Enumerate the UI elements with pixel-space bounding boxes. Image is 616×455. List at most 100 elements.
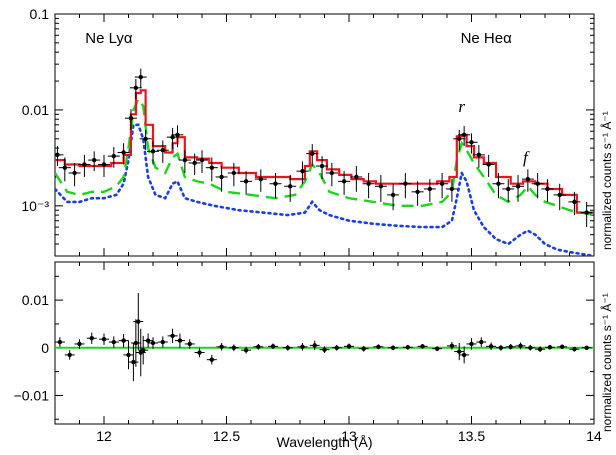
residual-point xyxy=(498,345,504,350)
residual-point xyxy=(57,339,63,345)
residual-point xyxy=(187,341,192,347)
y-tick-label: 10⁻³ xyxy=(21,198,49,214)
data-point xyxy=(62,165,67,170)
residual-point xyxy=(405,345,410,350)
residual-point xyxy=(322,347,327,352)
residual-point xyxy=(141,347,146,353)
top-annotations: Ne Lyα Ne Heα r f xyxy=(85,30,530,167)
data-point xyxy=(310,151,315,156)
residual-point xyxy=(584,345,589,350)
residual-point xyxy=(126,352,131,358)
residual-point xyxy=(131,359,136,365)
data-point xyxy=(506,186,511,192)
data-point xyxy=(219,174,224,180)
data-point xyxy=(378,184,384,189)
residual-point xyxy=(77,341,82,347)
data-point xyxy=(515,184,521,189)
data-point xyxy=(150,149,156,154)
residual-point xyxy=(89,336,94,341)
data-point xyxy=(199,157,205,163)
data-point xyxy=(273,181,278,186)
data-point xyxy=(243,179,249,184)
top-plot-frame xyxy=(54,13,595,257)
residual-point xyxy=(270,344,276,349)
data-point xyxy=(121,150,126,155)
residual-point xyxy=(420,344,425,349)
residual-point xyxy=(559,344,565,350)
residual-point xyxy=(461,352,467,358)
data-point xyxy=(170,134,175,140)
data-point xyxy=(415,189,420,195)
data-point xyxy=(341,179,347,184)
annotation-label: r xyxy=(458,97,465,116)
residual-point xyxy=(435,346,440,351)
data-point xyxy=(486,162,491,167)
residual-point xyxy=(177,338,183,343)
y-tick-label: 0.01 xyxy=(22,292,49,308)
residual-point xyxy=(457,349,462,354)
data-point xyxy=(557,192,562,198)
data-point xyxy=(288,184,293,189)
data-point xyxy=(101,162,107,167)
data-point xyxy=(390,192,396,198)
model-red-step-line xyxy=(55,89,594,214)
residual-point xyxy=(537,346,543,352)
data-point xyxy=(535,181,540,186)
y-tick-label: −0.01 xyxy=(14,387,50,403)
residual-point xyxy=(376,344,381,350)
data-point xyxy=(111,153,117,159)
residual-point xyxy=(133,340,139,346)
data-point xyxy=(366,181,371,186)
residual-point xyxy=(449,343,455,349)
residual-point xyxy=(479,339,484,345)
data-point xyxy=(143,136,148,141)
data-point xyxy=(449,186,455,192)
x-axis-label: Wavelength (Å) xyxy=(277,434,373,450)
residual-point xyxy=(300,344,305,350)
residual-point xyxy=(334,345,339,350)
data-point xyxy=(138,74,143,80)
residual-point xyxy=(111,339,117,345)
residual-point xyxy=(528,345,533,350)
data-point xyxy=(457,136,462,141)
y-axis-label-bottom: normalized counts s⁻¹ Å⁻¹ xyxy=(599,293,614,432)
residual-point xyxy=(390,345,396,350)
data-point xyxy=(584,210,589,215)
residual-point xyxy=(256,344,261,350)
data-point xyxy=(403,181,408,186)
data-point xyxy=(182,157,188,163)
data-point xyxy=(469,140,474,145)
data-point xyxy=(354,174,359,180)
data-point xyxy=(160,148,165,153)
data-point xyxy=(572,199,577,205)
residual-point xyxy=(361,346,366,351)
bottom-axis-ticks: −0.01 0 0.01 12 12.5 13 13.5 14 xyxy=(14,262,602,444)
annotation-label: Ne Heα xyxy=(461,30,513,47)
x-tick-label: 13 xyxy=(341,428,357,444)
residual-point xyxy=(231,345,237,350)
model-green-dashed-line xyxy=(55,96,594,217)
residual-point xyxy=(136,319,141,324)
residual-point xyxy=(160,339,165,345)
data-point xyxy=(82,162,87,167)
data-point xyxy=(72,170,77,176)
data-point xyxy=(476,152,482,158)
residual-point xyxy=(145,338,151,343)
residual-point xyxy=(508,344,513,350)
x-tick-label: 12 xyxy=(96,428,112,444)
data-point xyxy=(128,115,134,121)
residual-point xyxy=(285,345,290,350)
y-tick-label: 0 xyxy=(41,340,49,356)
annotation-label: f xyxy=(523,148,530,167)
residual-point xyxy=(150,340,156,346)
x-tick-label: 14 xyxy=(586,428,602,444)
y-axis-label-top: normalized counts s⁻¹ Å⁻¹ xyxy=(599,111,614,250)
y-tick-label: 0.01 xyxy=(22,102,49,118)
residual-point xyxy=(572,346,577,352)
x-tick-label: 13.5 xyxy=(458,428,485,444)
data-point xyxy=(192,160,197,166)
data-point xyxy=(461,132,467,138)
residual-point xyxy=(209,357,214,362)
bottom-series-group xyxy=(54,292,594,382)
data-point xyxy=(209,165,214,170)
